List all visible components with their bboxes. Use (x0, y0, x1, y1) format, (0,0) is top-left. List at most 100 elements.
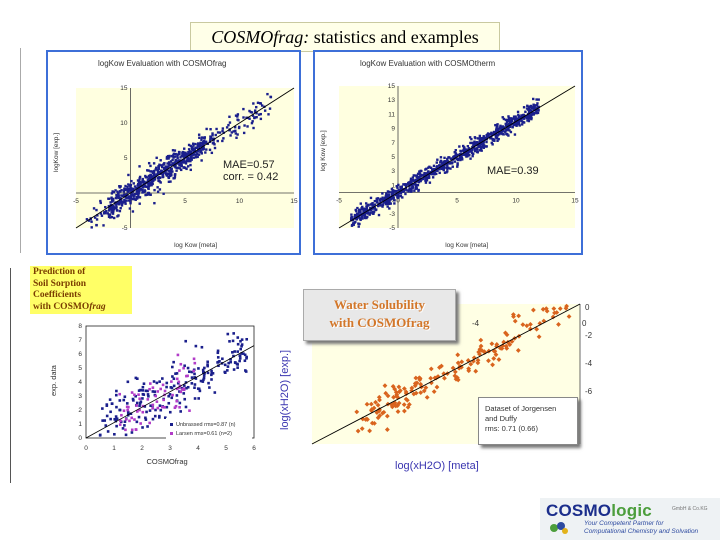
data-point (397, 188, 400, 192)
data-point (478, 145, 481, 148)
data-point (452, 155, 455, 159)
data-point (146, 398, 150, 401)
data-point (212, 139, 215, 142)
data-point (115, 405, 118, 409)
data-point (350, 215, 353, 219)
data-point (198, 136, 201, 140)
data-point (216, 351, 220, 355)
data-point (392, 386, 398, 392)
data-point (369, 407, 375, 412)
data-point (179, 390, 183, 394)
data-point (128, 199, 132, 202)
data-point (490, 141, 494, 145)
data-point (512, 117, 515, 120)
data-point (531, 106, 534, 109)
data-point (173, 161, 177, 164)
data-point (159, 408, 163, 412)
data-point (114, 415, 118, 418)
data-point (179, 168, 183, 172)
data-point (425, 167, 428, 171)
data-point (211, 142, 215, 145)
data-point (498, 126, 501, 129)
data-point (167, 157, 170, 160)
data-point (135, 195, 138, 199)
data-point (87, 219, 91, 222)
data-point (434, 384, 440, 390)
data-point (254, 109, 257, 112)
data-point (147, 184, 151, 188)
data-point (111, 204, 114, 208)
data-point (373, 203, 377, 206)
data-point (121, 427, 125, 430)
data-point (170, 396, 174, 400)
data-point (201, 368, 205, 372)
data-point (95, 208, 98, 212)
data-point (387, 201, 391, 204)
data-point (507, 116, 511, 120)
data-point (503, 330, 508, 336)
data-point (129, 195, 133, 199)
data-point (139, 181, 143, 184)
data-point (189, 151, 192, 154)
data-point (85, 218, 89, 221)
data-point (503, 130, 507, 133)
data-point (457, 153, 461, 157)
data-point (442, 166, 446, 170)
data-point (397, 191, 401, 195)
data-point (157, 416, 161, 419)
data-point (131, 210, 135, 213)
data-point (358, 216, 361, 219)
y-tick-label: 9 (391, 126, 395, 133)
data-point (157, 179, 160, 182)
data-point (164, 170, 167, 173)
data-point (90, 220, 93, 223)
data-point (166, 165, 170, 168)
data-point (190, 376, 194, 379)
data-point (501, 132, 505, 136)
data-point (141, 426, 144, 429)
data-point (507, 115, 510, 118)
data-point (179, 362, 183, 366)
data-point (192, 147, 195, 150)
data-point (175, 166, 179, 170)
data-point (407, 190, 410, 193)
logo-suffix: GmbH & Co.KG (672, 506, 708, 512)
data-point (530, 307, 536, 313)
data-point (114, 419, 118, 423)
data-point (244, 369, 247, 372)
data-point (456, 163, 459, 167)
data-point (410, 189, 413, 193)
data-point (167, 394, 170, 398)
data-point (507, 123, 510, 127)
data-point (147, 394, 150, 398)
x-axis-label: COSMOfrag (146, 457, 187, 466)
data-point (255, 105, 258, 109)
data-point (125, 193, 128, 197)
data-point (161, 173, 165, 176)
data-point (407, 181, 411, 185)
data-point (530, 116, 533, 120)
data-point (176, 162, 180, 165)
data-point (174, 158, 177, 162)
data-point (474, 147, 478, 151)
data-point (414, 182, 417, 185)
data-point (377, 213, 381, 217)
data-point (527, 117, 530, 120)
data-point (176, 353, 180, 357)
data-point (246, 125, 249, 128)
data-point (99, 212, 103, 215)
data-point (206, 360, 209, 364)
y-tick-label: 5 (124, 155, 128, 162)
data-point (183, 384, 186, 387)
data-point (120, 189, 123, 192)
data-point (209, 138, 212, 141)
data-point (216, 349, 220, 353)
data-point (449, 167, 452, 170)
data-point (127, 196, 130, 199)
y-tick-label: 15 (120, 85, 128, 92)
data-point (167, 180, 171, 183)
data-point (528, 105, 531, 108)
data-point (153, 390, 157, 393)
data-point (141, 397, 144, 400)
data-point (463, 153, 466, 156)
